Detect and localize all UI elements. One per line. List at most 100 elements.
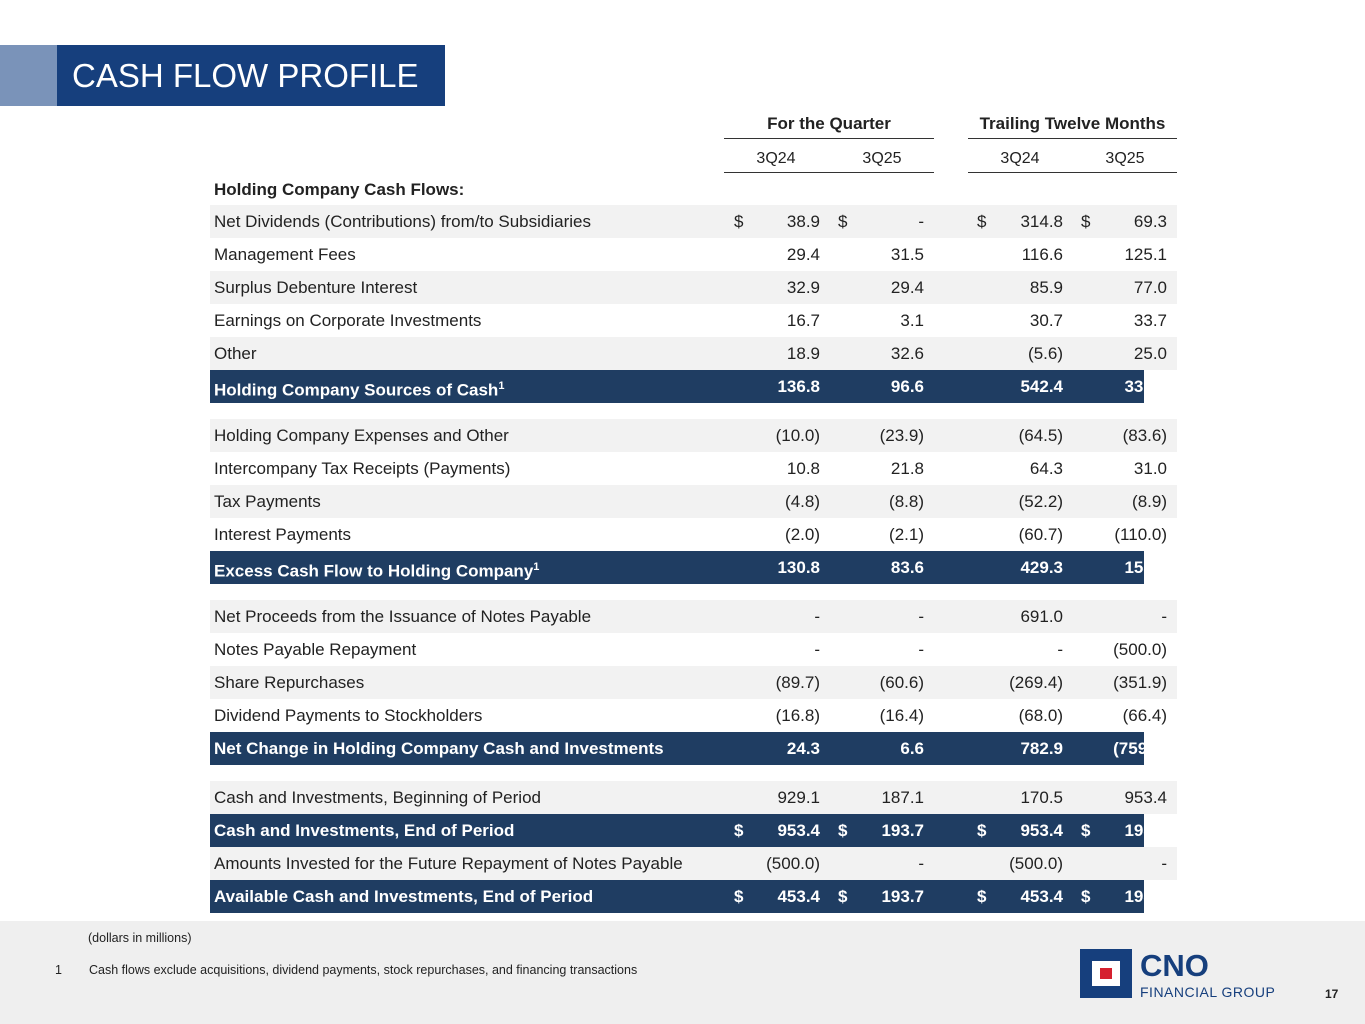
value-cell: 193.7	[881, 821, 924, 840]
value-cell: 38.9	[786, 212, 820, 231]
row-label-text: Holding Company Sources of Cash	[214, 380, 499, 400]
currency-symbol: $	[734, 821, 744, 840]
total-row: Available Cash and Investments, End of P…	[210, 880, 1178, 913]
table-row: Management Fees 29.4 31.5 116.6 125.1	[210, 238, 1177, 271]
value-cell: (269.4)	[1009, 673, 1063, 692]
group-header-quarter: For the Quarter	[724, 114, 934, 139]
value-cell: 21.8	[890, 459, 924, 478]
value-cell: (23.9)	[879, 426, 924, 445]
title-accent-bar	[0, 45, 57, 106]
value-cell: (66.4)	[1122, 706, 1167, 725]
row-label: Amounts Invested for the Future Repaymen…	[214, 847, 683, 880]
group-header-ttm: Trailing Twelve Months	[968, 114, 1177, 139]
total-row: Excess Cash Flow to Holding Company1 130.…	[210, 551, 1178, 584]
value-cell: (110.0)	[1114, 525, 1167, 544]
value-cell: 64.3	[1029, 459, 1063, 478]
cno-logo-icon	[1080, 949, 1132, 998]
value-cell: 929.1	[777, 788, 820, 807]
value-cell: 24.3	[786, 739, 820, 758]
row-label: Net Proceeds from the Issuance of Notes …	[214, 600, 591, 633]
row-label: Surplus Debenture Interest	[214, 271, 417, 304]
currency-symbol: $	[1081, 887, 1091, 906]
row-label: Cash and Investments, End of Period	[214, 814, 514, 847]
currency-symbol: $	[977, 212, 987, 231]
row-label: Earnings on Corporate Investments	[214, 304, 481, 337]
total-row: Net Change in Holding Company Cash and I…	[210, 732, 1178, 765]
footnote-marker: 1	[533, 561, 540, 573]
value-cell: -	[1161, 854, 1167, 873]
value-cell: 193.7	[881, 887, 924, 906]
table-row: Interest Payments (2.0) (2.1) (60.7) (110.0)	[210, 518, 1177, 551]
value-cell: 29.4	[786, 245, 820, 264]
footnote-text: Cash flows exclude acquisitions, dividen…	[89, 963, 638, 977]
row-label-text: Intercompany Tax Receipts (Payments)	[214, 459, 511, 478]
value-cell: -	[918, 854, 924, 873]
table-row: Holding Company Expenses and Other (10.0)…	[210, 419, 1177, 452]
value-cell: 18.9	[786, 344, 820, 363]
value-cell: -	[814, 640, 820, 659]
value-cell: -	[814, 607, 820, 626]
currency-symbol: $	[977, 821, 987, 840]
logo-subtitle: FINANCIAL GROUP	[1140, 984, 1276, 1000]
row-label-text: Surplus Debenture Interest	[214, 278, 418, 297]
value-cell: 953.4	[1124, 788, 1167, 807]
row-label: Tax Payments	[214, 485, 321, 518]
value-cell: 314.8	[1020, 212, 1063, 231]
row-label: Management Fees	[214, 238, 356, 271]
value-cell: (52.2)	[1018, 492, 1063, 511]
value-cell: -	[918, 212, 924, 231]
value-cell: (16.8)	[775, 706, 820, 725]
table-row: Surplus Debenture Interest 32.9 29.4 85.9 77…	[210, 271, 1177, 304]
table-row: Amounts Invested for the Future Repaymen…	[210, 847, 1177, 880]
value-cell: (500.0)	[766, 854, 820, 873]
currency-symbol: $	[734, 887, 744, 906]
value-cell: (500.0)	[1009, 854, 1063, 873]
value-cell: (5.6)	[1028, 344, 1063, 363]
table-row: Share Repurchases (89.7) (60.6) (269.4) (351…	[210, 666, 1177, 699]
page-number: 17	[1325, 987, 1339, 1001]
column-gap	[1144, 551, 1178, 584]
column-header: 3Q24	[1000, 150, 1040, 167]
column-headers-quarter: 3Q24 3Q25	[724, 150, 934, 173]
value-cell: 31.0	[1133, 459, 1167, 478]
value-cell: 33.7	[1133, 311, 1167, 330]
value-cell: (8.8)	[889, 492, 924, 511]
value-cell: 158.6	[1124, 558, 1167, 577]
row-label: Cash and Investments, Beginning of Perio…	[214, 781, 541, 814]
row-label: Net Change in Holding Company Cash and I…	[214, 732, 664, 765]
value-cell: 125.1	[1124, 245, 1167, 264]
table-row: Net Proceeds from the Issuance of Notes …	[210, 600, 1177, 633]
row-label-text: Net Dividends (Contributions) from/to Su…	[214, 212, 591, 231]
row-label-text: Cash and Investments, Beginning of Perio…	[214, 788, 541, 807]
value-cell: 330.1	[1124, 377, 1167, 396]
row-label: Net Dividends (Contributions) from/to Su…	[214, 205, 591, 238]
value-cell: 953.4	[777, 821, 820, 840]
value-cell: -	[1161, 607, 1167, 626]
value-cell: 193.7	[1124, 821, 1167, 840]
value-cell: 85.9	[1029, 278, 1063, 297]
value-cell: 32.6	[890, 344, 924, 363]
value-cell: (60.6)	[879, 673, 924, 692]
section-label: Holding Company Cash Flows:	[214, 180, 465, 199]
value-cell: 782.9	[1020, 739, 1063, 758]
currency-symbol: $	[838, 821, 848, 840]
row-label-text: Net Proceeds from the Issuance of Notes …	[214, 607, 592, 626]
value-cell: 116.6	[1021, 245, 1063, 264]
value-cell: (83.6)	[1122, 426, 1167, 445]
value-cell: 453.4	[777, 887, 820, 906]
table-row: Earnings on Corporate Investments 16.7 3.1…	[210, 304, 1177, 337]
row-label-text: Holding Company Expenses and Other	[214, 426, 509, 445]
table-row: Tax Payments (4.8) (8.8) (52.2) (8.9)	[210, 485, 1177, 518]
currency-symbol: $	[1081, 821, 1091, 840]
value-cell: 691.0	[1020, 607, 1063, 626]
row-label: Other	[214, 337, 257, 370]
value-cell: (2.1)	[889, 525, 924, 544]
column-gap	[1144, 732, 1178, 765]
row-label: Available Cash and Investments, End of P…	[214, 880, 593, 913]
table-row: Dividend Payments to Stockholders (16.8) (…	[210, 699, 1177, 732]
column-headers-ttm: 3Q24 3Q25	[968, 150, 1177, 173]
table-row: Cash and Investments, Beginning of Perio…	[210, 781, 1177, 814]
value-cell: (500.0)	[1113, 640, 1167, 659]
row-label-text: Excess Cash Flow to Holding Company	[214, 561, 534, 581]
row-label-text: Notes Payable Repayment	[214, 640, 417, 659]
